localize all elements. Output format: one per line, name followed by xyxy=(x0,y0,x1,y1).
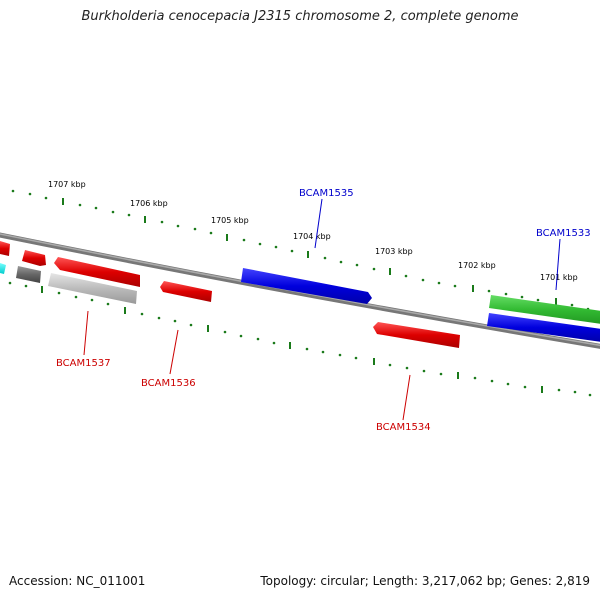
tick-label-1703: 1703 kbp xyxy=(375,247,413,256)
leader-bcam1534 xyxy=(402,374,411,421)
leader-bcam1536 xyxy=(169,329,179,375)
map-title: Burkholderia cenocepacia J2315 chromosom… xyxy=(81,9,519,24)
gene-bcam1534[interactable] xyxy=(373,322,460,348)
label-bcam1533[interactable]: BCAM1533 xyxy=(536,228,591,239)
chromosome-backbone xyxy=(0,232,600,349)
gene-bcam1536[interactable] xyxy=(160,281,212,302)
tick-label-1705: 1705 kbp xyxy=(211,216,249,225)
accession-text: Accession: NC_011001 xyxy=(9,574,146,588)
gene-bcam1537[interactable] xyxy=(48,273,137,304)
gene-red-small[interactable] xyxy=(22,250,46,266)
gene-dark-gray[interactable] xyxy=(16,266,41,283)
label-bcam1537[interactable]: BCAM1537 xyxy=(56,358,111,369)
label-bcam1535[interactable]: BCAM1535 xyxy=(299,188,354,199)
inner-scale-ticks xyxy=(8,281,592,397)
gene-red-edge[interactable] xyxy=(0,241,10,256)
leader-bcam1537 xyxy=(83,310,89,356)
gene-bcam1533-green[interactable] xyxy=(489,295,600,324)
tick-label-1702: 1702 kbp xyxy=(458,261,496,270)
tick-label-1707: 1707 kbp xyxy=(48,180,86,189)
tick-label-1706: 1706 kbp xyxy=(130,199,168,208)
gene-cyan-edge[interactable] xyxy=(0,263,6,274)
label-bcam1534[interactable]: BCAM1534 xyxy=(376,422,431,433)
gene-bcam1533[interactable] xyxy=(487,313,600,342)
leader-bcam1535 xyxy=(314,198,323,249)
gene-bcam1538[interactable] xyxy=(54,257,140,287)
topology-text: Topology: circular; Length: 3,217,062 bp… xyxy=(260,574,590,588)
label-bcam1536[interactable]: BCAM1536 xyxy=(141,378,196,389)
leader-bcam1533 xyxy=(555,238,561,291)
outer-scale-ticks xyxy=(11,189,590,311)
tick-label-1704: 1704 kbp xyxy=(293,232,331,241)
tick-label-1701: 1701 kbp xyxy=(540,273,578,282)
gene-bcam1535[interactable] xyxy=(241,268,372,304)
